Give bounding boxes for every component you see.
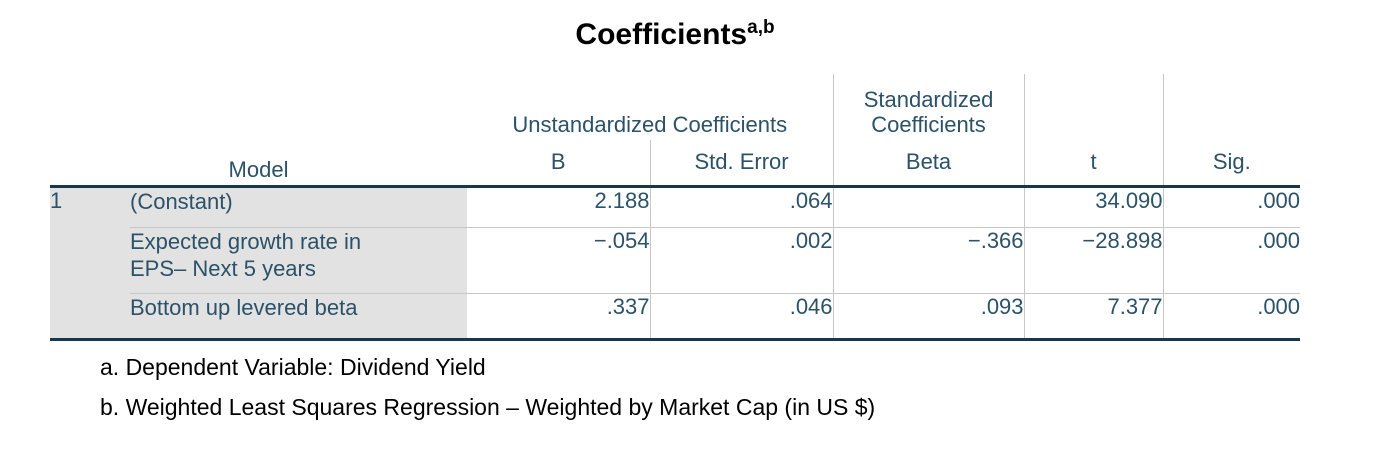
col-header-sig: Sig. [1163,140,1301,188]
cell-sig: .000 [1163,186,1301,228]
t-header-spacer [1024,74,1164,140]
row-label-line: Bottom up levered beta [130,294,358,320]
cell-beta: .093 [832,293,1025,341]
row-label-growth-rate: Expected growth rate in EPS– Next 5 year… [130,227,468,294]
cell-b: .337 [467,293,651,341]
col-header-b: B [467,140,651,188]
cell-beta: −.366 [832,227,1025,294]
cell-std-error: .046 [649,293,834,341]
table-row-growth-rate: Expected growth rate in EPS– Next 5 year… [50,227,1301,294]
row-label-levered-beta: Bottom up levered beta [130,293,468,341]
footnotes: a. Dependent Variable: Dividend Yield b.… [100,354,1386,420]
title-superscript: a,b [747,17,775,38]
col-header-model: Model [50,74,468,188]
cell-b: −.054 [467,227,651,294]
table-row-constant: 1 (Constant) 2.188 .064 34.090 .000 [50,186,1301,341]
col-header-beta: Beta [832,140,1025,188]
cell-std-error: .002 [649,227,834,294]
col-header-unstandardized-group: Unstandardized Coefficients [467,74,834,140]
title-text: Coefficients [575,18,748,51]
cell-std-error: .064 [649,186,834,228]
cell-t: −28.898 [1024,227,1164,294]
cell-t: 7.377 [1024,293,1164,341]
standardized-line2: Coefficients [871,112,986,137]
model-number-cell: 1 [50,186,130,341]
footnote-a: a. Dependent Variable: Dividend Yield [100,353,486,380]
coefficients-table: Model Unstandardized Coefficients Standa… [50,74,1301,341]
col-header-standardized-group: Standardized Coefficients [833,74,1025,140]
row-label-line: Expected growth rate in [130,228,362,254]
cell-beta [832,186,1025,228]
cell-sig: .000 [1163,293,1301,341]
row-label-line: (Constant) [130,188,233,214]
cell-b: 2.188 [467,186,651,228]
col-header-std-error: Std. Error [649,140,834,188]
cell-sig: .000 [1163,227,1301,294]
sig-header-spacer [1163,74,1300,140]
standardized-line1: Standardized [863,87,994,112]
table-row-levered-beta: Bottom up levered beta .337 .046 .093 7.… [50,293,1301,341]
table-title: Coefficientsa,b [50,0,1300,58]
col-header-t: t [1024,140,1164,188]
footnote-b: b. Weighted Least Squares Regression – W… [100,393,876,420]
row-label-constant: (Constant) [130,186,468,228]
row-label-line: EPS– Next 5 years [130,255,316,281]
cell-t: 34.090 [1024,186,1164,228]
